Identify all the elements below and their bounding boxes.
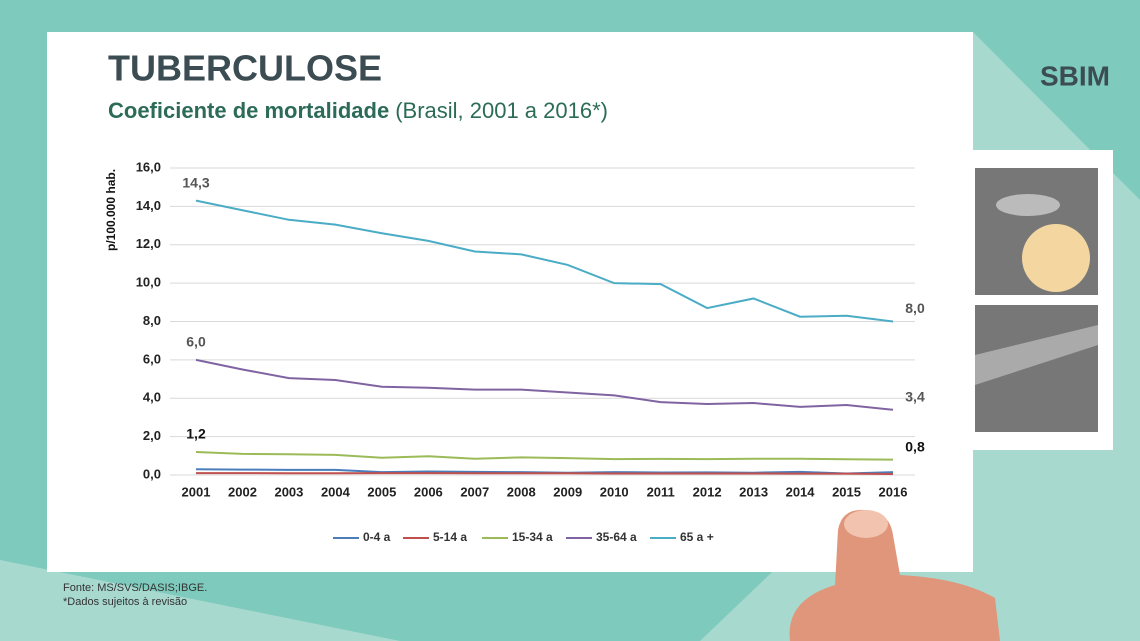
x-tick-label: 2006: [414, 484, 443, 499]
x-tick-label: 2013: [739, 484, 768, 499]
background-shape: [0, 560, 400, 641]
y-tick-label: 14,0: [136, 198, 161, 213]
series-line: [196, 472, 894, 476]
series-line: [195, 358, 894, 411]
data-label: 14,3: [182, 174, 209, 190]
legend-label: 65 a +: [680, 530, 714, 544]
y-tick-label: 16,0: [136, 159, 161, 174]
chart-subtitle: Coeficiente de mortalidade (Brasil, 2001 …: [108, 98, 608, 123]
x-tick-label: 2010: [600, 484, 629, 499]
legend-label: 15-34 a: [512, 530, 553, 544]
chart-title: TUBERCULOSE: [108, 48, 382, 89]
x-tick-label: 2001: [182, 484, 211, 499]
x-tick-label: 2005: [367, 484, 396, 499]
x-tick-label: 2011: [647, 484, 675, 499]
legend-label: 0-4 a: [363, 530, 391, 544]
y-tick-label: 10,0: [136, 275, 161, 290]
x-tick-label: 2008: [507, 484, 536, 499]
hand-icon: [789, 509, 1000, 641]
data-label: 0,8: [905, 438, 925, 454]
x-tick-label: 2009: [553, 484, 582, 499]
x-tick-label: 2012: [693, 484, 722, 499]
x-tick-label: 2007: [460, 484, 489, 499]
data-label: 3,4: [905, 388, 925, 404]
y-tick-label: 2,0: [143, 428, 161, 443]
y-tick-label: 8,0: [143, 313, 161, 328]
data-label: 6,0: [186, 334, 206, 350]
data-label: 8,0: [905, 300, 925, 316]
logo: SBIM: [1040, 60, 1110, 91]
footnote: *Dados sujeitos à revisão: [63, 596, 187, 608]
y-tick-label: 0,0: [143, 466, 161, 481]
subtitle-detail: (Brasil, 2001 a 2016*): [395, 98, 608, 123]
x-tick-label: 2003: [274, 484, 303, 499]
x-tick-label: 2016: [879, 484, 908, 499]
series-line: [195, 199, 894, 323]
y-tick-label: 4,0: [143, 390, 161, 405]
subtitle: Coeficiente de mortalidade: [108, 98, 389, 123]
series-line: [195, 450, 894, 461]
x-tick-label: 2004: [321, 484, 351, 499]
x-tick-label: 2015: [832, 484, 861, 499]
footnote: Fonte: MS/SVS/DASIS;IBGE.: [63, 582, 207, 594]
nail-icon: [844, 510, 888, 538]
decor: [975, 325, 1098, 385]
y-axis-label: p/100.000 hab.: [104, 169, 118, 251]
data-label: 1,2: [186, 426, 206, 442]
x-tick-label: 2014: [786, 484, 816, 499]
card: [47, 32, 973, 572]
y-tick-label: 6,0: [143, 351, 161, 366]
x-tick-label: 2002: [228, 484, 257, 499]
legend-label: 5-14 a: [433, 530, 467, 544]
moon-icon: [1022, 224, 1090, 292]
cloud-icon: [996, 194, 1060, 216]
legend-label: 35-64 a: [596, 530, 637, 544]
y-tick-label: 12,0: [136, 236, 161, 251]
